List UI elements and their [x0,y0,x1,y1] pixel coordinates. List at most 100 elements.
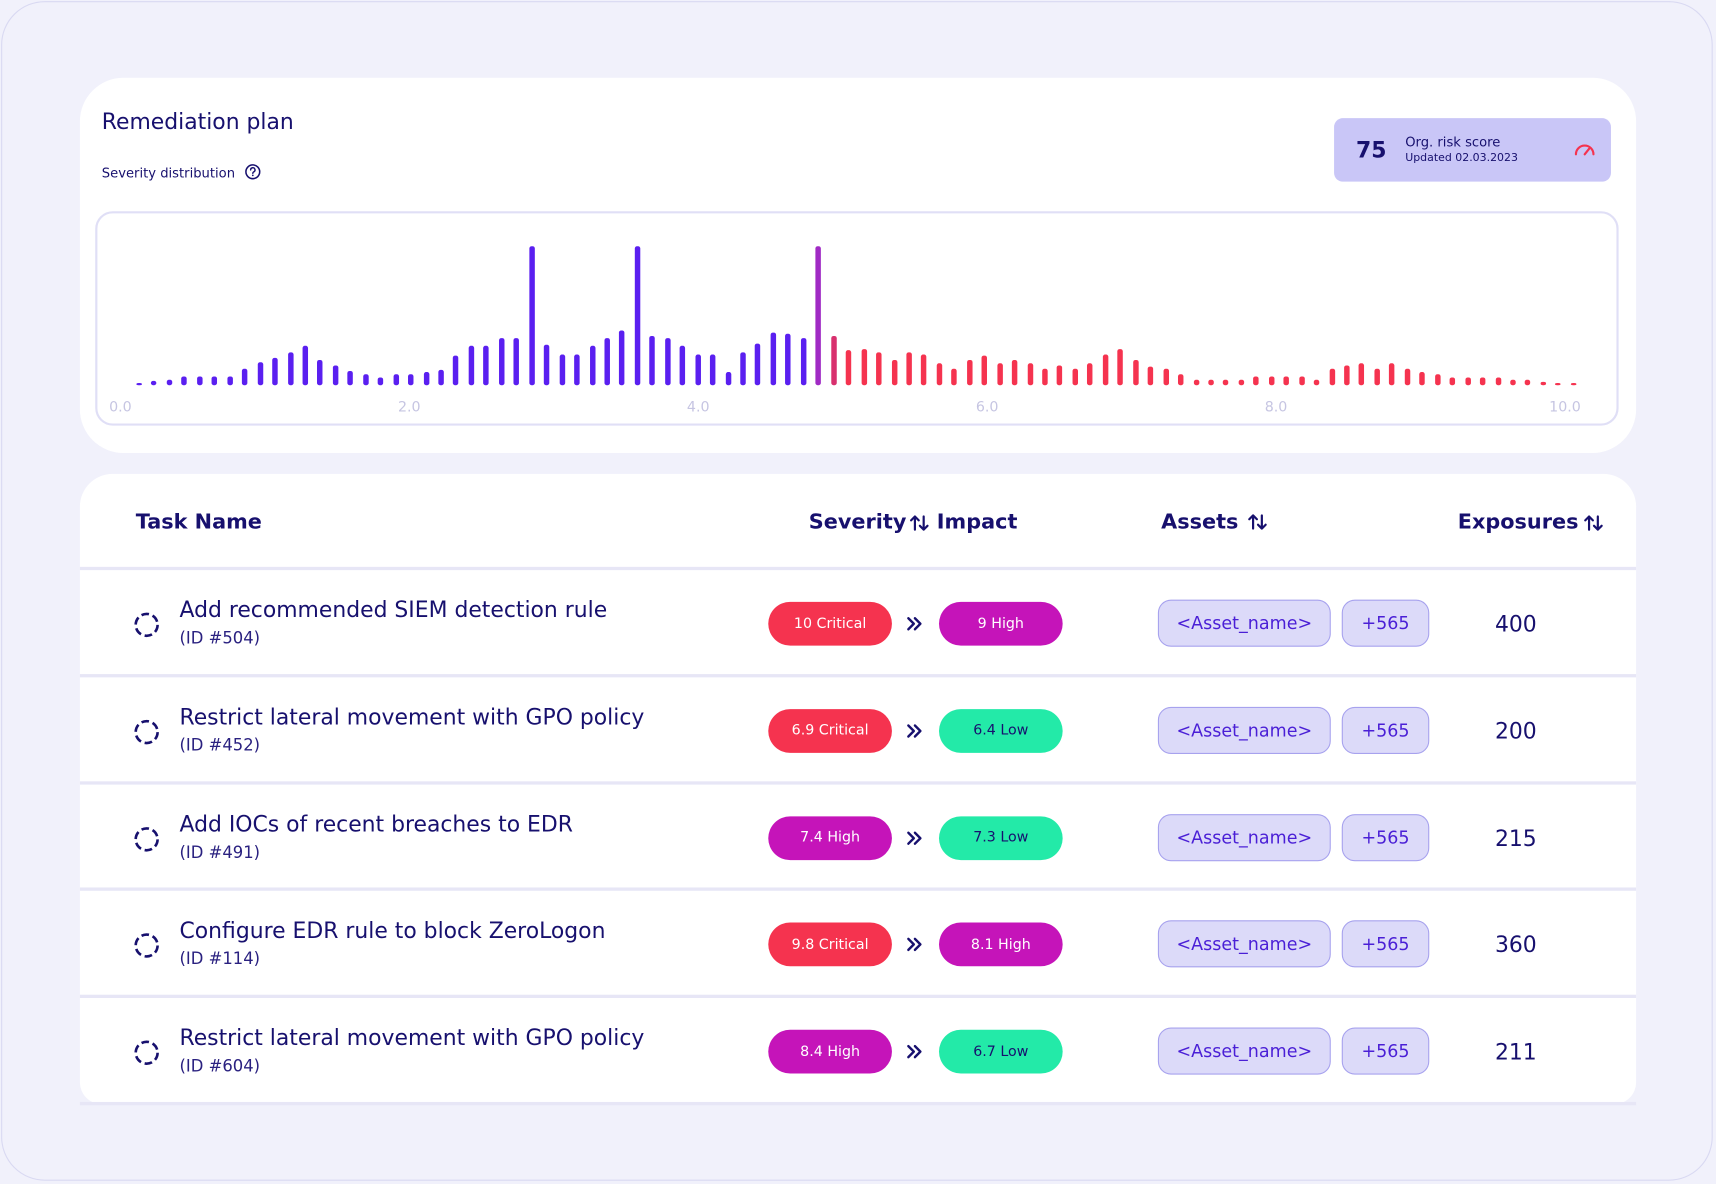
bar [725,372,732,386]
bar [770,332,777,386]
bar [302,345,309,386]
bar [845,350,852,386]
bar [1269,376,1275,386]
info-icon[interactable] [244,163,262,181]
bar [1208,379,1214,386]
bar [1435,374,1441,386]
bar [1177,374,1184,386]
asset-chip: <Asset_name> [1157,813,1331,861]
bar [1086,363,1093,386]
severity-pill: 9.8 Critical [768,922,892,967]
sort-icon[interactable] [1584,514,1604,532]
asset-chip: <Asset_name> [1157,706,1331,754]
x-tick-label: 4.0 [687,399,710,415]
severity-pill: 7.4 High [768,815,892,860]
bar [1344,365,1350,386]
task-name: Restrict lateral movement with GPO polic… [179,703,645,730]
bar [483,345,489,386]
bar [136,383,142,386]
task-name: Configure EDR rule to block ZeroLogon [179,917,606,944]
sort-icon[interactable] [1248,513,1268,531]
bar [831,335,837,386]
bar [1358,363,1365,386]
bar [1193,379,1200,386]
exposures: 200 [1494,717,1537,744]
bar [393,374,400,386]
bar [1495,377,1502,386]
status-icon[interactable] [132,611,160,639]
status-icon[interactable] [132,718,160,746]
subtitle-text: Severity distribution [101,165,236,181]
risk-label: Org. risk score [1405,134,1501,150]
task-id: (ID #452) [179,735,261,755]
bar [1570,383,1577,386]
task-name: Restrict lateral movement with GPO polic… [179,1024,645,1051]
x-tick-label: 6.0 [976,399,999,415]
chart-card: Remediation plan Severity distribution 7… [79,77,1637,454]
more-assets-chip: +565 [1341,813,1430,861]
impact-pill: 9 High [938,601,1063,646]
chart-frame [95,211,1619,426]
column-header: Impact [936,509,1018,535]
column-header: Assets [1161,509,1239,535]
bar [317,360,323,386]
bar [1147,366,1154,386]
bar [1117,349,1123,386]
risk-updated: Updated 02.03.2023 [1405,152,1518,165]
impact-pill: 6.7 Low [938,1029,1063,1074]
status-icon[interactable] [132,932,160,960]
more-assets-chip: +565 [1341,920,1430,968]
bar [1238,379,1245,386]
status-icon[interactable] [132,825,160,853]
row-divider [79,781,1637,785]
bar [288,352,294,386]
bar [241,368,248,386]
arrow-icon [907,617,922,631]
bar [1042,368,1048,386]
bar [665,338,671,386]
status-icon[interactable] [132,1039,160,1067]
bar [906,352,912,386]
row-divider [79,566,1637,571]
column-header: Task Name [135,509,262,535]
bar [861,349,868,386]
subtitle: Severity distribution [102,163,261,181]
bar [1027,363,1034,386]
arrow-icon [907,831,922,845]
bar [815,246,821,386]
bar [1329,368,1336,386]
bar [1253,376,1259,386]
bar [1011,360,1018,386]
bar [332,365,339,386]
bar [529,246,535,386]
bar [1374,368,1380,386]
bar [150,380,157,386]
sort-icon[interactable] [909,514,929,532]
asset-chip: <Asset_name> [1157,920,1331,968]
severity-pill: 10 Critical [768,601,892,646]
bar [211,376,218,386]
chart: 0.0 2.0 4.0 6.0 8.0 10.0 [109,246,1581,415]
bar [876,352,882,386]
bar [997,363,1003,386]
bar [604,338,610,386]
gauge-icon [1574,144,1595,156]
bar [920,354,927,386]
title: Remediation plan [101,108,294,135]
exposures: 215 [1494,824,1537,851]
bar [785,333,791,386]
bar [800,338,807,386]
risk-value: 75 [1355,136,1387,164]
bar [1072,368,1079,386]
bar [1479,377,1486,386]
bar [951,368,957,386]
bar [1419,372,1425,386]
bar [695,354,701,386]
bar [1222,379,1229,386]
task-id: (ID #504) [179,628,261,648]
bar [1465,377,1471,386]
x-tick-label: 10.0 [1549,399,1581,415]
bar [559,354,566,386]
table-card [79,473,1637,1105]
